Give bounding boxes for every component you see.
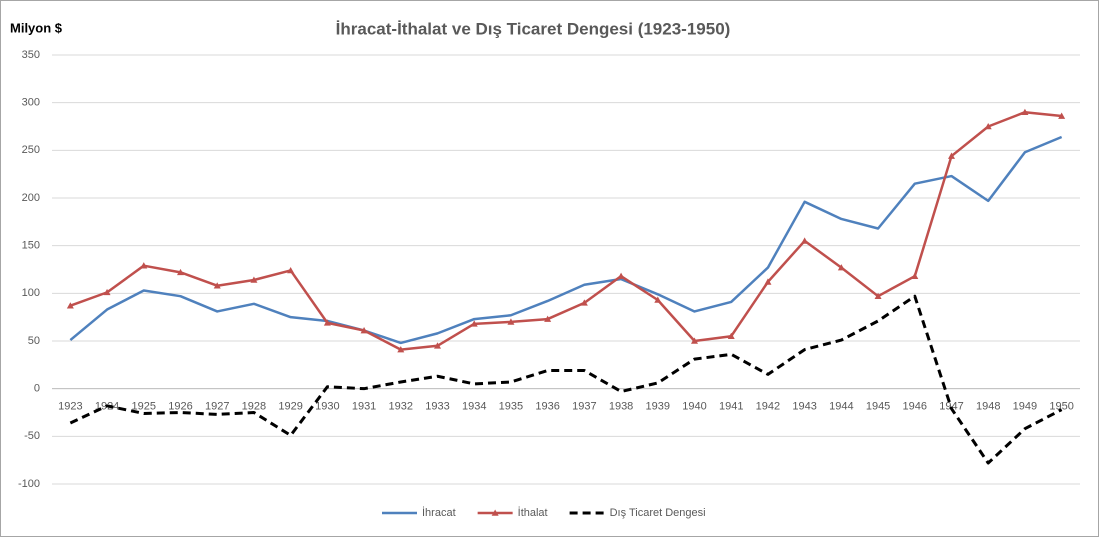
x-tick-label: 1927 — [205, 401, 229, 413]
x-tick-label: 1925 — [132, 401, 156, 413]
point-marker — [140, 262, 148, 269]
point-marker — [764, 278, 772, 285]
point-marker — [103, 288, 111, 296]
x-tick-label: 1923 — [58, 401, 82, 413]
y-tick-label: 300 — [22, 97, 40, 109]
point-marker — [470, 320, 478, 327]
y-tick-label: 150 — [22, 240, 40, 252]
y-tick-label: 0 — [34, 383, 40, 395]
point-marker — [984, 123, 992, 130]
x-tick-label: 1937 — [572, 401, 596, 413]
y-tick-label: 100 — [22, 287, 40, 299]
point-marker — [911, 272, 919, 279]
x-tick-label: 1928 — [242, 401, 266, 413]
legend-label: Dış Ticaret Dengesi — [610, 507, 706, 519]
x-tick-label: 1929 — [278, 401, 302, 413]
x-tick-label: 1934 — [462, 401, 486, 413]
x-tick-label: 1936 — [535, 401, 559, 413]
point-marker — [250, 276, 258, 283]
x-tick-label: 1947 — [939, 401, 963, 413]
chart-title: İhracat-İthalat ve Dış Ticaret Dengesi (… — [336, 19, 731, 38]
point-marker — [580, 299, 588, 306]
point-marker — [287, 266, 295, 274]
x-tick-label: 1944 — [829, 401, 853, 413]
x-tick-label: 1938 — [609, 401, 633, 413]
point-marker — [874, 292, 882, 299]
point-marker — [1021, 108, 1029, 115]
series-line — [69, 135, 1063, 345]
point-marker — [397, 346, 405, 353]
point-marker — [1058, 112, 1066, 119]
x-tick-label: 1926 — [168, 401, 192, 413]
legend-label: İhracat — [422, 506, 456, 519]
x-tick-label: 1949 — [1013, 401, 1037, 413]
x-tick-label: 1948 — [976, 401, 1000, 413]
x-tick-label: 1941 — [719, 401, 743, 413]
point-marker — [323, 319, 331, 326]
point-marker — [177, 268, 184, 276]
point-marker — [507, 318, 515, 325]
x-tick-label: 1946 — [903, 401, 927, 413]
y-tick-label: 250 — [22, 144, 40, 156]
y-tick-label: 50 — [28, 335, 40, 347]
point-marker — [213, 282, 221, 289]
point-marker — [654, 296, 662, 303]
y-tick-label: 350 — [22, 49, 40, 61]
point-marker — [617, 272, 625, 279]
x-tick-label: 1942 — [756, 401, 780, 413]
x-tick-label: 1950 — [1049, 401, 1073, 413]
x-tick-label: 1935 — [499, 401, 523, 413]
x-tick-label: 1945 — [866, 401, 890, 413]
point-marker — [801, 237, 809, 244]
y-axis-label: Milyon $ — [10, 20, 63, 35]
series-line — [69, 294, 1063, 465]
x-tick-label: 1932 — [389, 401, 413, 413]
point-marker — [434, 342, 441, 349]
point-marker — [360, 327, 368, 334]
point-marker — [948, 152, 955, 159]
x-tick-label: 1939 — [646, 401, 670, 413]
point-marker — [727, 332, 735, 340]
point-marker — [544, 315, 552, 322]
y-tick-label: -100 — [18, 478, 40, 490]
point-marker — [66, 302, 74, 309]
series-line — [69, 110, 1062, 351]
x-tick-label: 1930 — [315, 401, 339, 413]
point-marker — [837, 264, 845, 271]
x-tick-label: 1931 — [352, 401, 376, 413]
x-tick-label: 1943 — [792, 401, 816, 413]
legend-label: İthalat — [518, 506, 548, 519]
x-tick-label: 1933 — [425, 401, 449, 413]
y-tick-label: 200 — [22, 192, 40, 204]
point-marker — [691, 337, 698, 344]
y-tick-label: -50 — [24, 430, 40, 442]
x-tick-label: 1940 — [682, 401, 706, 413]
legend-marker — [491, 509, 499, 516]
